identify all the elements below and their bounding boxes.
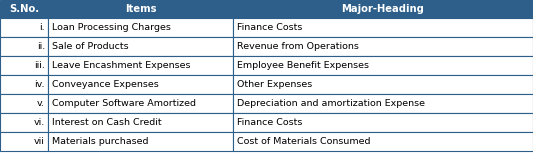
Bar	[233, 0, 533, 18]
Text: Finance Costs: Finance Costs	[237, 118, 302, 127]
Bar	[0, 132, 48, 151]
Bar	[233, 56, 533, 75]
Bar	[48, 18, 233, 37]
Text: v.: v.	[37, 99, 45, 108]
Bar	[0, 75, 48, 94]
Text: Major-Heading: Major-Heading	[342, 4, 424, 14]
Bar	[48, 94, 233, 113]
Text: Loan Processing Charges: Loan Processing Charges	[52, 23, 171, 32]
Text: Finance Costs: Finance Costs	[237, 23, 302, 32]
Bar	[233, 113, 533, 132]
Bar	[48, 132, 233, 151]
Bar	[48, 0, 233, 18]
Text: Revenue from Operations: Revenue from Operations	[237, 42, 359, 51]
Text: Items: Items	[125, 4, 156, 14]
Bar	[0, 94, 48, 113]
Bar	[48, 56, 233, 75]
Text: Other Expenses: Other Expenses	[237, 80, 312, 89]
Bar	[233, 37, 533, 56]
Text: Materials purchased: Materials purchased	[52, 137, 149, 146]
Bar	[233, 18, 533, 37]
Bar	[48, 113, 233, 132]
Text: ii.: ii.	[37, 42, 45, 51]
Text: S.No.: S.No.	[9, 4, 39, 14]
Text: i.: i.	[39, 23, 45, 32]
Bar	[233, 94, 533, 113]
Bar	[0, 0, 48, 18]
Text: Interest on Cash Credit: Interest on Cash Credit	[52, 118, 161, 127]
Bar	[0, 56, 48, 75]
Bar	[0, 113, 48, 132]
Bar	[233, 75, 533, 94]
Text: vi.: vi.	[34, 118, 45, 127]
Text: iii.: iii.	[34, 61, 45, 70]
Text: Cost of Materials Consumed: Cost of Materials Consumed	[237, 137, 370, 146]
Text: Sale of Products: Sale of Products	[52, 42, 128, 51]
Text: Computer Software Amortized: Computer Software Amortized	[52, 99, 196, 108]
Text: Leave Encashment Expenses: Leave Encashment Expenses	[52, 61, 190, 70]
Bar	[0, 37, 48, 56]
Bar	[48, 75, 233, 94]
Bar	[48, 37, 233, 56]
Bar	[233, 132, 533, 151]
Text: iv.: iv.	[35, 80, 45, 89]
Text: Depreciation and amortization Expense: Depreciation and amortization Expense	[237, 99, 425, 108]
Text: Conveyance Expenses: Conveyance Expenses	[52, 80, 159, 89]
Text: Employee Benefit Expenses: Employee Benefit Expenses	[237, 61, 369, 70]
Text: vii: vii	[34, 137, 45, 146]
Bar	[0, 18, 48, 37]
